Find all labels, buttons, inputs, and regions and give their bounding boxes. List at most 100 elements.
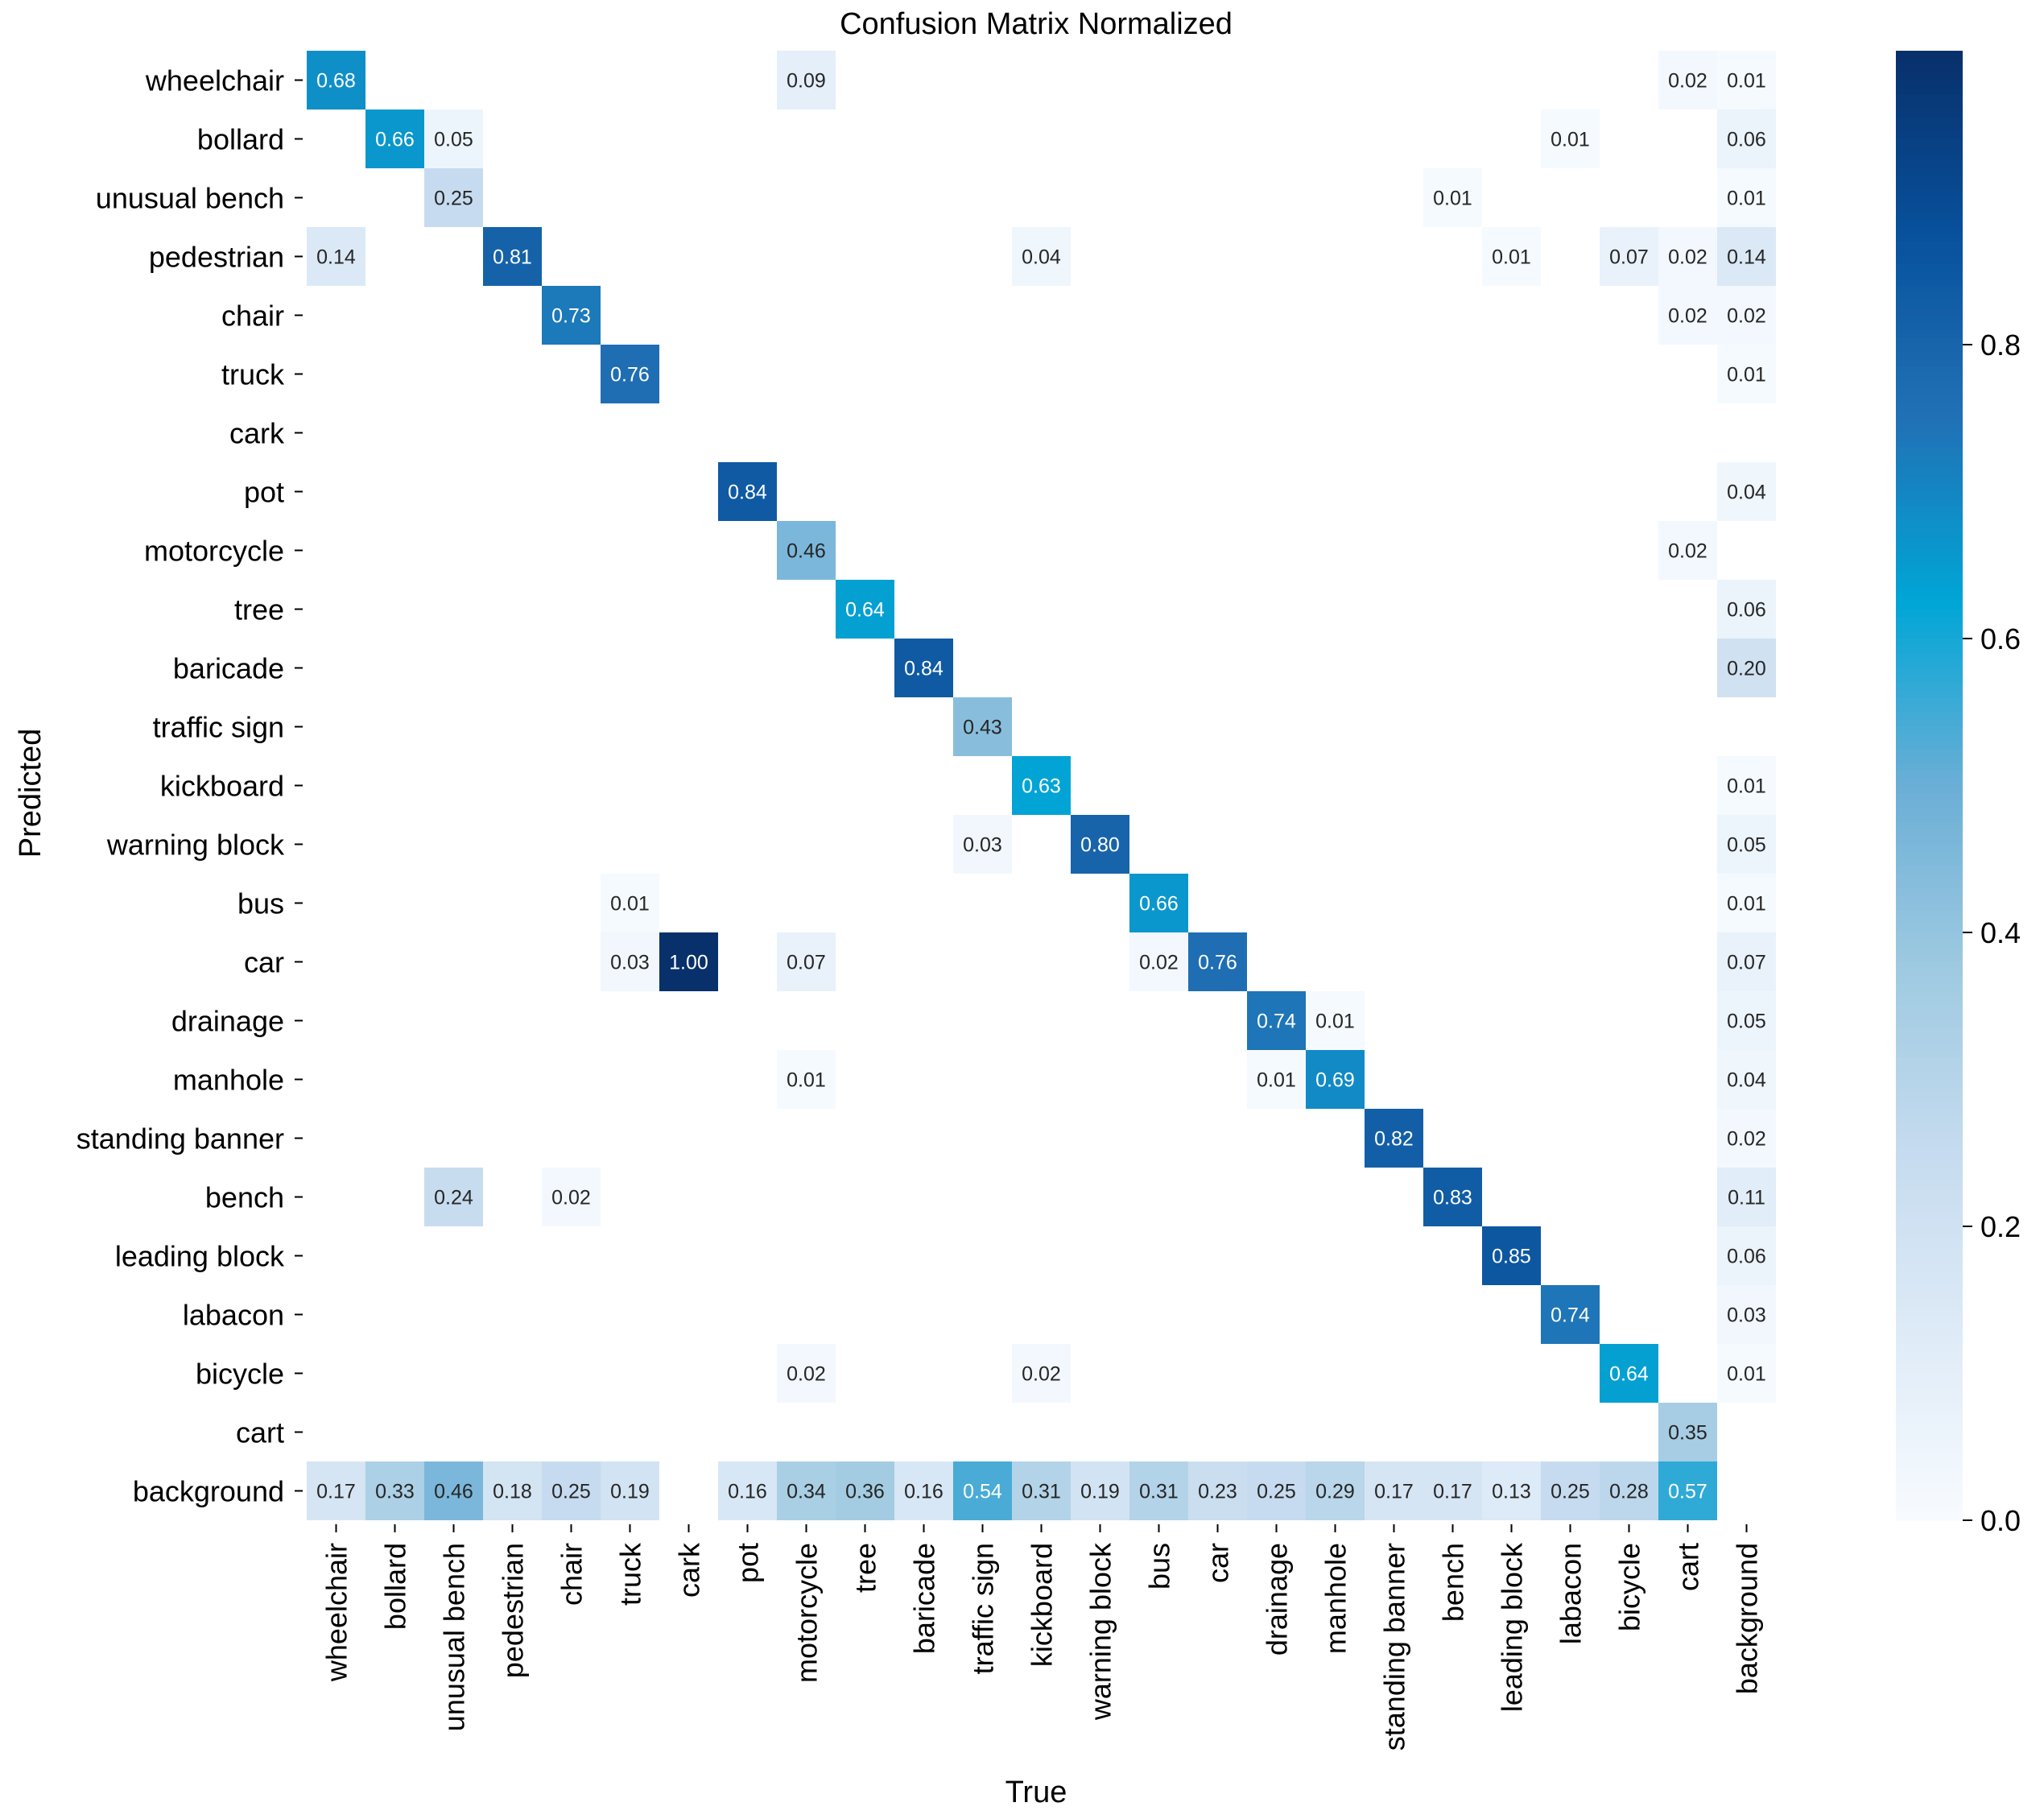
cell-value-label: 0.01 <box>1727 70 1766 93</box>
colorbar-band <box>1896 278 1963 287</box>
colorbar-band <box>1896 858 1963 867</box>
cell-value-label: 0.69 <box>1315 1069 1355 1092</box>
heatmap-cell <box>1365 1109 1423 1168</box>
heatmap-cell <box>424 1168 483 1226</box>
colorbar-band <box>1896 1086 1963 1095</box>
heatmap-cell <box>1717 1168 1776 1226</box>
heatmap-cell <box>659 932 718 991</box>
colorbar-band <box>1896 205 1963 213</box>
heatmap-cell <box>1188 1461 1247 1520</box>
y-tick-label: chair <box>221 300 284 333</box>
colorbar-band <box>1896 961 1963 970</box>
cell-value-label: 0.13 <box>1492 1481 1531 1503</box>
colorbar-band <box>1896 286 1963 294</box>
heatmap-cell <box>1717 462 1776 521</box>
colorbar-band <box>1896 1197 1963 1205</box>
colorbar-band <box>1896 138 1963 147</box>
heatmap-cell <box>1717 815 1776 874</box>
heatmap-cell <box>1658 227 1717 286</box>
heatmap-cell <box>1129 932 1188 991</box>
cell-value-label: 0.20 <box>1727 658 1766 680</box>
colorbar-band <box>1896 1512 1963 1521</box>
heatmap-cell <box>1600 1461 1658 1520</box>
colorbar-band <box>1896 917 1963 926</box>
heatmap-cell <box>1247 1050 1306 1109</box>
cell-value-label: 0.01 <box>610 893 650 916</box>
colorbar-band <box>1896 521 1963 529</box>
cell-value-label: 0.02 <box>787 1363 826 1386</box>
cell-value-label: 0.25 <box>1551 1481 1590 1503</box>
cell-value-label: 0.34 <box>787 1481 826 1503</box>
colorbar-band <box>1896 646 1963 655</box>
cell-value-label: 0.02 <box>1668 70 1707 93</box>
colorbar-band <box>1896 462 1963 470</box>
colorbar-band <box>1896 1336 1963 1345</box>
heatmap-cell <box>1423 1461 1482 1520</box>
cell-value-label: 0.02 <box>1668 305 1707 328</box>
colorbar-band <box>1896 1020 1963 1029</box>
heatmap-cell <box>894 1461 953 1520</box>
heatmap-cell <box>424 168 483 227</box>
colorbar-band <box>1896 227 1963 235</box>
y-tick-label: bench <box>205 1181 284 1214</box>
colorbar-band <box>1896 1204 1963 1213</box>
colorbar-band <box>1896 1505 1963 1514</box>
x-tick-label: cart <box>1672 1543 1705 1591</box>
cell-value-label: 0.05 <box>1727 834 1766 857</box>
colorbar-band <box>1896 506 1963 515</box>
x-tick-label: wheelchair <box>320 1543 353 1682</box>
cell-value-label: 0.17 <box>1374 1481 1414 1503</box>
colorbar-band <box>1896 300 1963 309</box>
colorbar-band <box>1896 1189 1963 1198</box>
colorbar-band <box>1896 469 1963 478</box>
colorbar-band <box>1896 881 1963 890</box>
heatmap-cell <box>1012 756 1071 815</box>
heatmap-cell <box>483 1461 542 1520</box>
colorbar-band <box>1896 131 1963 140</box>
colorbar-band <box>1896 498 1963 507</box>
colorbar-band <box>1896 1476 1963 1485</box>
heatmap-cell <box>542 286 601 345</box>
colorbar-band <box>1896 146 1963 155</box>
heatmap-cell <box>1247 991 1306 1050</box>
cell-value-label: 0.04 <box>1022 246 1061 269</box>
colorbar-band <box>1896 1072 1963 1081</box>
cell-value-label: 0.33 <box>375 1481 415 1503</box>
y-tick-label: car <box>244 946 284 979</box>
colorbar-band <box>1896 712 1963 721</box>
colorbar-band <box>1896 1292 1963 1301</box>
heatmap-cell <box>836 1461 894 1520</box>
colorbar-band <box>1896 432 1963 441</box>
colorbar-band <box>1896 564 1963 573</box>
colorbar-tick-label: 0.0 <box>1980 1504 2021 1537</box>
colorbar-band <box>1896 1270 1963 1279</box>
cell-value-label: 0.01 <box>1492 246 1531 269</box>
colorbar-band <box>1896 388 1963 397</box>
heatmap-cell <box>483 227 542 286</box>
heatmap-cell <box>601 1461 659 1520</box>
colorbar-band <box>1896 866 1963 874</box>
colorbar-band <box>1896 528 1963 537</box>
cell-value-label: 0.18 <box>493 1481 532 1503</box>
x-tick-label: cark <box>673 1542 706 1598</box>
colorbar-band <box>1896 454 1963 463</box>
heatmap-cell <box>1306 1461 1365 1520</box>
cell-value-label: 0.01 <box>1727 775 1766 798</box>
cell-value-label: 0.81 <box>493 246 532 269</box>
colorbar-band <box>1896 101 1963 110</box>
colorbar-band <box>1896 1152 1963 1161</box>
heatmap-cell <box>953 815 1012 874</box>
colorbar-band <box>1896 550 1963 559</box>
colorbar-band <box>1896 1300 1963 1308</box>
colorbar-band <box>1896 697 1963 705</box>
colorbar-band <box>1896 1013 1963 1022</box>
y-tick-label: tree <box>234 593 284 626</box>
cell-value-label: 0.80 <box>1080 834 1120 857</box>
colorbar-band <box>1896 315 1963 324</box>
y-tick-label: cart <box>236 1416 284 1449</box>
cell-value-label: 0.07 <box>1609 246 1649 269</box>
colorbar-band <box>1896 815 1963 823</box>
x-tick-label: chair <box>555 1543 588 1606</box>
heatmap-cell <box>718 1461 777 1520</box>
colorbar-band <box>1896 322 1963 331</box>
